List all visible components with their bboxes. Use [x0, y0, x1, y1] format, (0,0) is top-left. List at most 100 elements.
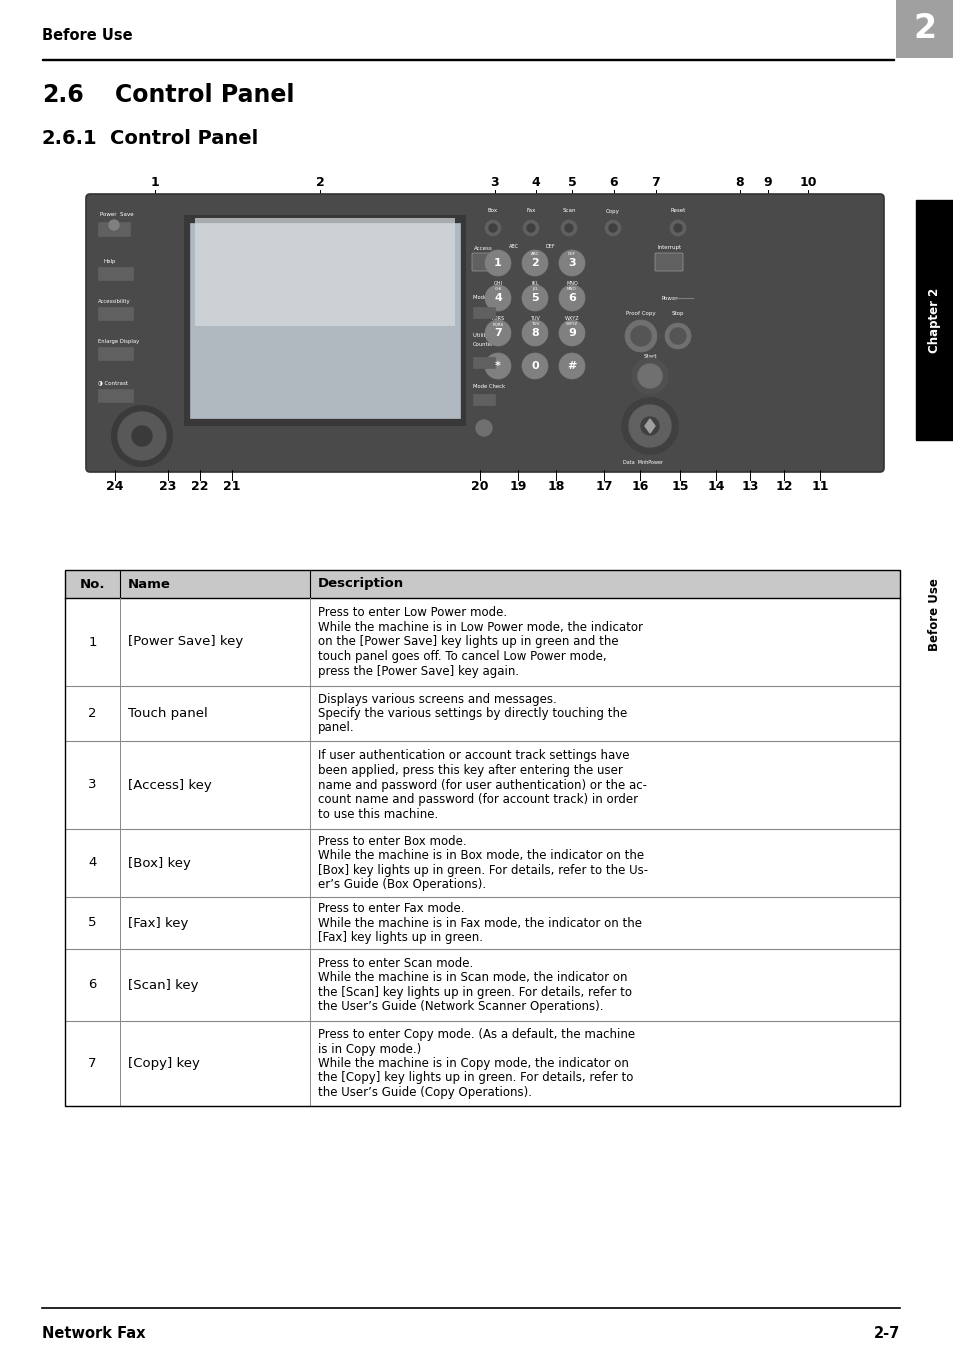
Text: 6: 6 [609, 176, 618, 188]
Text: 4: 4 [531, 176, 539, 188]
Text: 1: 1 [494, 258, 501, 268]
Text: MNO: MNO [565, 281, 578, 287]
Circle shape [109, 220, 119, 230]
Text: While the machine is in Fax mode, the indicator on the: While the machine is in Fax mode, the in… [317, 917, 641, 930]
Text: Control Panel: Control Panel [110, 128, 258, 147]
Text: name and password (for user authentication) or the ac-: name and password (for user authenticati… [317, 779, 646, 791]
Text: 6: 6 [89, 979, 96, 991]
Circle shape [558, 250, 584, 276]
Text: 17: 17 [595, 480, 612, 493]
Circle shape [558, 285, 584, 311]
Text: JKL: JKL [532, 287, 537, 291]
Bar [473, 393, 495, 406]
Text: 2.6: 2.6 [42, 82, 84, 107]
Text: 2: 2 [531, 258, 538, 268]
Text: 11: 11 [810, 480, 828, 493]
Circle shape [484, 353, 511, 379]
Text: Before Use: Before Use [927, 579, 941, 652]
Text: WXYZ: WXYZ [565, 322, 578, 326]
Text: 8: 8 [735, 176, 743, 188]
Text: Specify the various settings by directly touching the: Specify the various settings by directly… [317, 707, 626, 721]
Text: 13: 13 [740, 480, 758, 493]
Text: While the machine is in Copy mode, the indicator on: While the machine is in Copy mode, the i… [317, 1057, 628, 1069]
Bar [65, 949, 899, 1021]
Text: 21: 21 [223, 480, 240, 493]
Text: Name: Name [128, 577, 171, 591]
Text: TUV: TUV [530, 322, 538, 326]
Text: GHI: GHI [493, 281, 502, 287]
Text: 4: 4 [89, 857, 96, 869]
Text: Displays various screens and messages.: Displays various screens and messages. [317, 692, 557, 706]
Text: 5: 5 [567, 176, 576, 188]
Text: Counter: Counter [473, 342, 494, 347]
Text: Help: Help [104, 258, 116, 264]
Circle shape [558, 353, 584, 379]
Text: 5: 5 [531, 293, 538, 303]
Text: 1: 1 [151, 176, 159, 188]
Text: Fax: Fax [526, 208, 536, 214]
Circle shape [624, 320, 657, 352]
Text: Proof Copy: Proof Copy [625, 311, 655, 315]
Text: [Fax] key: [Fax] key [128, 917, 188, 930]
Circle shape [664, 323, 690, 349]
Circle shape [484, 320, 511, 346]
Circle shape [522, 220, 538, 237]
Circle shape [640, 416, 659, 435]
Text: Enlarge Display: Enlarge Display [98, 338, 139, 343]
Text: 22: 22 [191, 480, 209, 493]
Circle shape [608, 224, 617, 233]
Bar [42, 58, 893, 59]
Text: Description: Description [317, 577, 404, 591]
Text: While the machine is in Scan mode, the indicator on: While the machine is in Scan mode, the i… [317, 971, 627, 984]
Text: TUV: TUV [530, 316, 539, 320]
Text: No.: No. [80, 577, 105, 591]
Text: Scan: Scan [561, 208, 576, 214]
Circle shape [630, 326, 650, 346]
Circle shape [526, 224, 535, 233]
Text: Reset: Reset [670, 208, 685, 214]
Bar [65, 1021, 899, 1106]
Text: While the machine is in Box mode, the indicator on the: While the machine is in Box mode, the in… [317, 849, 643, 863]
Text: 5: 5 [89, 917, 96, 930]
Circle shape [489, 224, 497, 233]
Text: Touch panel: Touch panel [128, 707, 208, 721]
Text: 3: 3 [89, 779, 96, 791]
Text: 8: 8 [531, 329, 538, 338]
Bar [184, 215, 465, 426]
Circle shape [484, 250, 511, 276]
Circle shape [621, 397, 678, 454]
Text: 24: 24 [106, 480, 124, 493]
Bar [190, 223, 459, 418]
Text: While the machine is in Low Power mode, the indicator: While the machine is in Low Power mode, … [317, 621, 642, 634]
Text: Stop: Stop [671, 311, 683, 315]
Text: ABC: ABC [509, 243, 518, 249]
Text: panel.: panel. [317, 722, 355, 734]
FancyBboxPatch shape [472, 253, 499, 270]
Text: Press to enter Scan mode.: Press to enter Scan mode. [317, 957, 473, 969]
Text: [Access] key: [Access] key [128, 779, 212, 791]
Bar [65, 571, 899, 1106]
Text: 2.6.1: 2.6.1 [42, 128, 97, 147]
Text: GHI: GHI [494, 287, 501, 291]
Circle shape [132, 426, 152, 446]
Text: Power  Save: Power Save [100, 211, 133, 216]
Circle shape [118, 412, 166, 460]
Bar [98, 222, 130, 237]
Text: the [Scan] key lights up in green. For details, refer to: the [Scan] key lights up in green. For d… [317, 986, 631, 999]
Text: to use this machine.: to use this machine. [317, 807, 437, 821]
Text: Press to enter Fax mode.: Press to enter Fax mode. [317, 902, 464, 915]
Bar [895, 0, 953, 58]
Text: 3: 3 [568, 258, 576, 268]
Text: PQRS: PQRS [492, 322, 503, 326]
Text: 9: 9 [763, 176, 772, 188]
Text: been applied, press this key after entering the user: been applied, press this key after enter… [317, 764, 622, 777]
Text: 2: 2 [912, 12, 936, 46]
Text: JKL: JKL [531, 281, 538, 287]
Text: 7: 7 [89, 1057, 96, 1069]
Text: press the [Power Save] key again.: press the [Power Save] key again. [317, 664, 518, 677]
Text: 15: 15 [671, 480, 688, 493]
Text: #: # [567, 361, 576, 370]
FancyBboxPatch shape [655, 253, 682, 270]
Bar [65, 741, 899, 829]
Text: 10: 10 [799, 176, 816, 188]
